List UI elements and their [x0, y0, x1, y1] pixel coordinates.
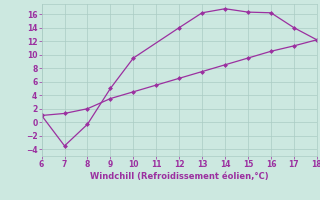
X-axis label: Windchill (Refroidissement éolien,°C): Windchill (Refroidissement éolien,°C)	[90, 172, 268, 181]
